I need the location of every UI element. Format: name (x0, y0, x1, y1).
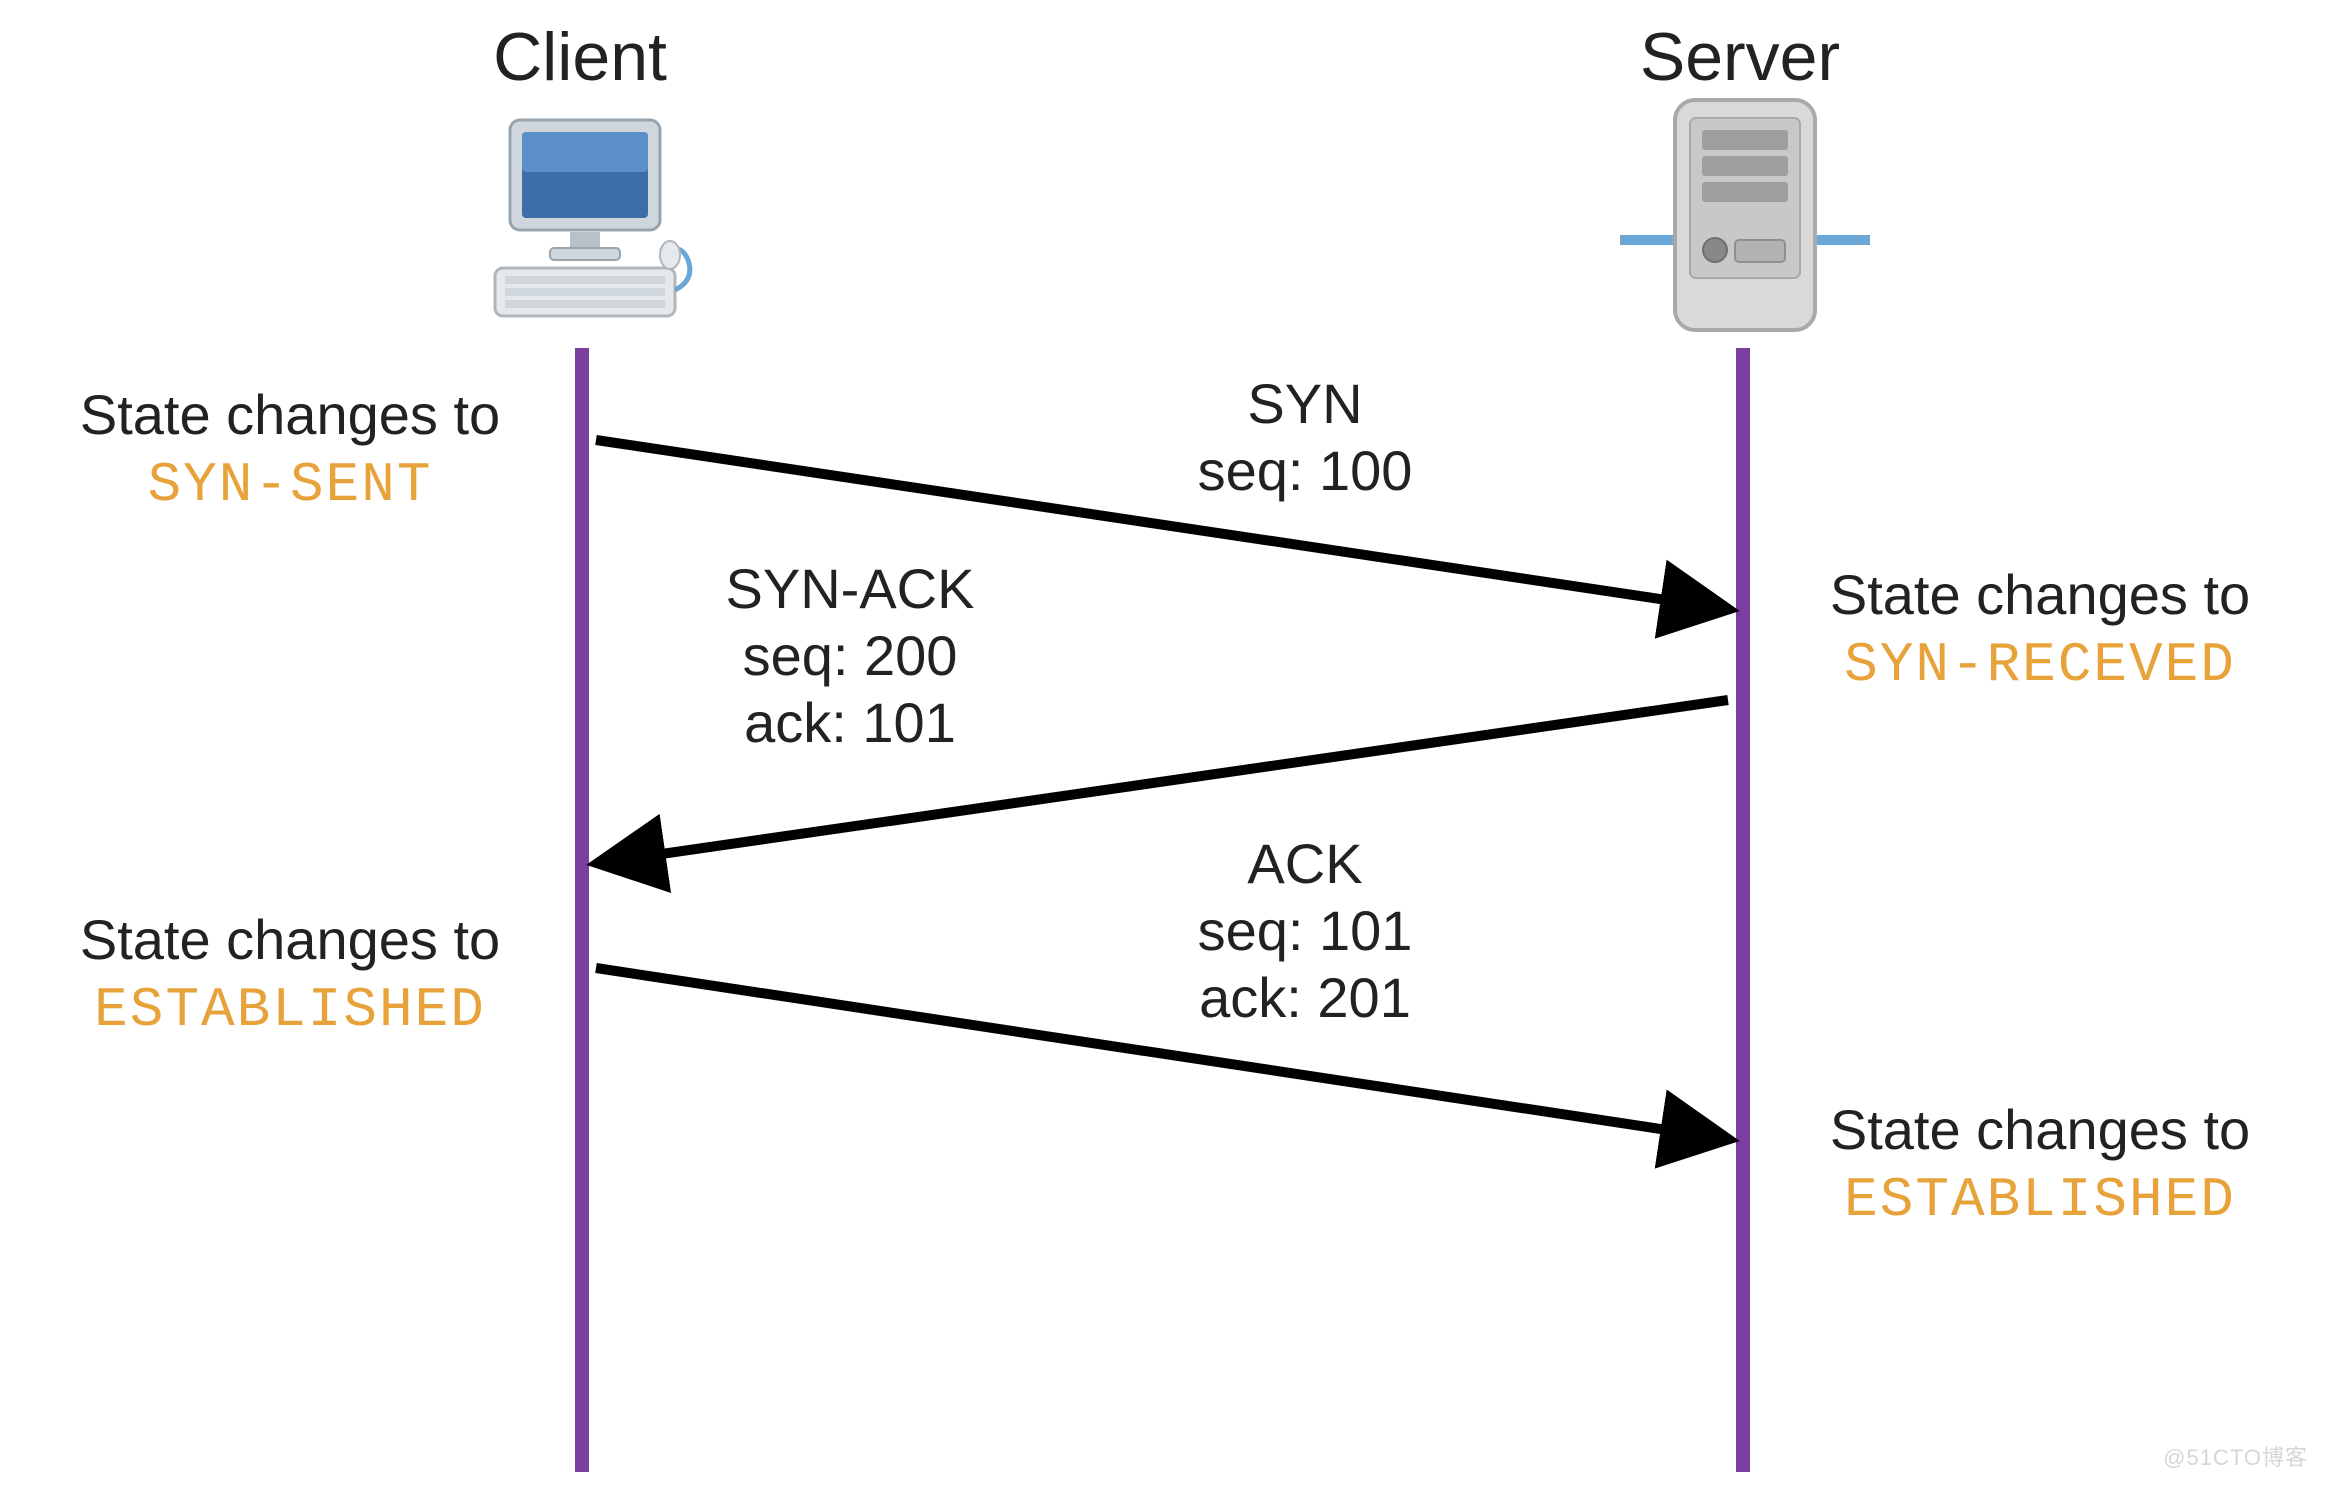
state-prefix: State changes to (1770, 1095, 2310, 1165)
watermark: @51CTO博客 (2163, 1440, 2308, 1472)
computer-icon (470, 110, 700, 330)
client-state-1: State changes to SYN-SENT (20, 380, 560, 520)
msg-syn-line2: seq: 100 (1125, 437, 1485, 504)
state-name: SYN-RECEVED (1770, 630, 2310, 700)
server-state-1: State changes to SYN-RECEVED (1770, 560, 2310, 700)
msg-ack-line1: ACK (1125, 830, 1485, 897)
msg-synack-line3: ack: 101 (640, 689, 1060, 756)
client-header: Client (430, 18, 730, 96)
state-prefix: State changes to (1770, 560, 2310, 630)
client-state-2: State changes to ESTABLISHED (20, 905, 560, 1045)
state-name: ESTABLISHED (20, 975, 560, 1045)
msg-synack: SYN-ACK seq: 200 ack: 101 (640, 555, 1060, 757)
server-header: Server (1590, 18, 1890, 96)
state-name: ESTABLISHED (1770, 1165, 2310, 1235)
msg-ack-line2: seq: 101 (1125, 897, 1485, 964)
msg-syn: SYN seq: 100 (1125, 370, 1485, 504)
server-state-2: State changes to ESTABLISHED (1770, 1095, 2310, 1235)
arrows-layer (0, 0, 2326, 1492)
state-name: SYN-SENT (20, 450, 560, 520)
tcp-handshake-diagram: Client Server (0, 0, 2326, 1492)
state-prefix: State changes to (20, 905, 560, 975)
server-icon (1620, 90, 1870, 340)
msg-syn-line1: SYN (1125, 370, 1485, 437)
msg-ack: ACK seq: 101 ack: 201 (1125, 830, 1485, 1032)
msg-synack-line1: SYN-ACK (640, 555, 1060, 622)
state-prefix: State changes to (20, 380, 560, 450)
msg-synack-line2: seq: 200 (640, 622, 1060, 689)
client-lifeline (575, 348, 589, 1472)
server-lifeline (1736, 348, 1750, 1472)
msg-ack-line3: ack: 201 (1125, 964, 1485, 1031)
